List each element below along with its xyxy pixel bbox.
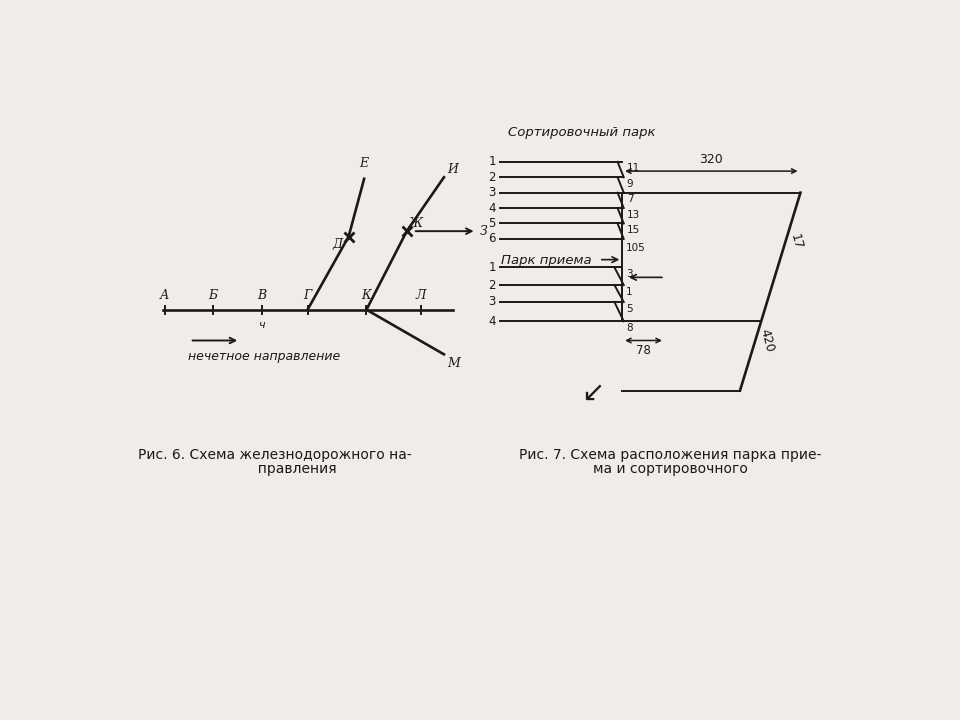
Text: Парк приема: Парк приема [501,254,592,267]
Text: Д: Д [332,238,343,251]
Text: нечетное направление: нечетное направление [188,350,341,363]
Text: ч: ч [258,320,265,330]
Text: 3: 3 [489,186,496,199]
Text: 1: 1 [489,261,496,274]
Text: 4: 4 [489,202,496,215]
Text: 17: 17 [788,233,804,251]
Text: 4: 4 [489,315,496,328]
Text: 9: 9 [627,179,634,189]
Text: 105: 105 [626,243,646,253]
Text: 1: 1 [626,287,633,297]
Text: 13: 13 [627,210,640,220]
Text: 5: 5 [489,217,496,230]
Text: Ж: Ж [409,217,423,230]
Text: 2: 2 [489,279,496,292]
Text: Рис. 6. Схема железнодорожного на-: Рис. 6. Схема железнодорожного на- [138,449,412,462]
Text: М: М [447,357,460,370]
Text: 2: 2 [489,171,496,184]
Text: Л: Л [416,289,426,302]
Text: 11: 11 [627,163,640,174]
Text: Рис. 7. Схема расположения парка прие-: Рис. 7. Схема расположения парка прие- [519,449,822,462]
Text: ма и сортировочного: ма и сортировочного [593,462,748,476]
Text: 1: 1 [489,156,496,168]
Text: 3: 3 [626,269,633,279]
Text: 6: 6 [489,233,496,246]
Text: 320: 320 [700,153,723,166]
Text: 3: 3 [489,295,496,308]
Text: И: И [447,163,458,176]
Text: Г: Г [303,289,312,302]
Text: 15: 15 [627,225,640,235]
Text: А: А [160,289,170,302]
Text: З: З [480,225,488,238]
Text: 8: 8 [626,323,633,333]
Text: В: В [257,289,266,302]
Text: 78: 78 [636,343,651,356]
Text: Сортировочный парк: Сортировочный парк [508,126,655,139]
Text: Б: Б [208,289,218,302]
Text: ↙: ↙ [581,379,605,407]
Text: правления: правления [214,462,336,476]
Text: 7: 7 [627,194,634,204]
Text: 420: 420 [757,328,776,354]
Text: 5: 5 [626,304,633,313]
Text: Е: Е [360,156,369,169]
Text: К: К [362,289,372,302]
